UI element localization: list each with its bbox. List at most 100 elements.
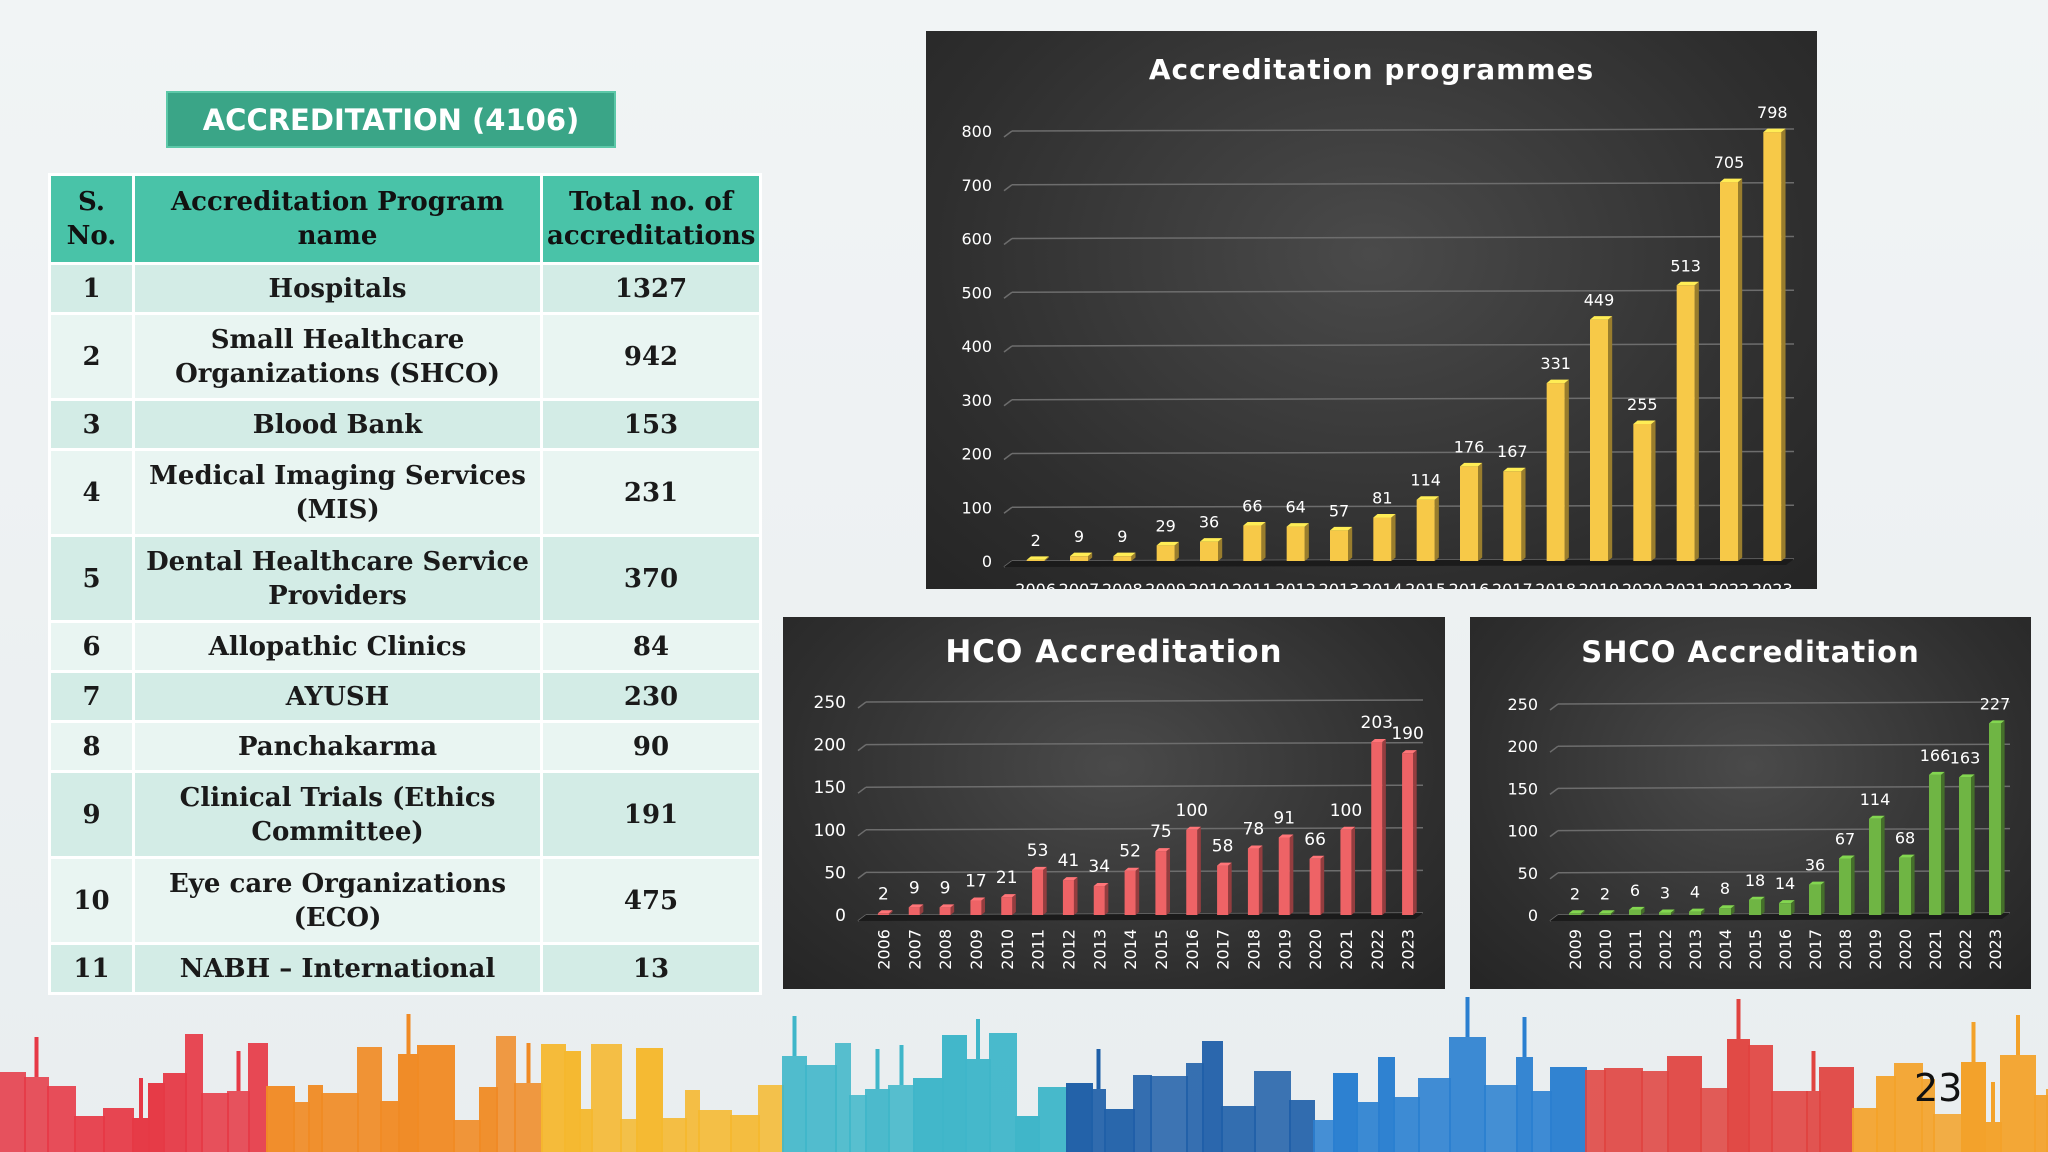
data-label: 41 — [1058, 851, 1080, 871]
gridline-tick — [1003, 506, 1013, 514]
skyline-building — [1133, 1075, 1152, 1152]
cell-total: 90 — [540, 720, 762, 773]
skyline-building — [1091, 1089, 1106, 1152]
bar-side — [1413, 750, 1417, 915]
bar-side — [1320, 855, 1325, 915]
y-tick-label: 50 — [1518, 864, 1538, 883]
data-label: 114 — [1860, 790, 1891, 809]
gridline — [1557, 701, 2011, 705]
x-tick-label: 2020 — [1622, 580, 1663, 589]
table-row: 7 AYUSH 230 — [48, 670, 762, 723]
table-row: 3 Blood Bank 153 — [48, 398, 762, 451]
header-sno: S. No. — [48, 173, 135, 265]
data-label: 67 — [1835, 829, 1855, 848]
gridline — [865, 827, 1424, 831]
skyline-spire — [236, 1051, 241, 1091]
skyline-building — [1933, 1114, 1963, 1152]
data-label: 203 — [1361, 713, 1393, 733]
x-tick-label: 2007 — [1059, 580, 1100, 589]
data-label: 9 — [1117, 527, 1127, 546]
gridline — [1011, 343, 1795, 347]
gridline — [1011, 450, 1795, 455]
bar-front — [1330, 530, 1348, 561]
x-tick-label: 2019 — [1866, 929, 1885, 970]
bar-2010 — [1599, 910, 1615, 915]
skyline-building — [1313, 1120, 1335, 1152]
x-tick-label: 2013 — [1319, 580, 1360, 589]
bar-top — [1839, 855, 1855, 859]
skyline-spire — [1811, 1051, 1816, 1091]
bar-front — [1186, 829, 1198, 915]
gridline — [1011, 289, 1795, 293]
data-label: 34 — [1088, 857, 1110, 877]
data-label: 9 — [940, 878, 951, 898]
section-banner: ACCREDITATION (4106) — [166, 91, 616, 148]
data-label: 18 — [1745, 871, 1765, 890]
data-label: 176 — [1454, 437, 1485, 456]
y-tick-label: 700 — [961, 176, 992, 195]
x-tick-label: 2021 — [1926, 929, 1945, 970]
bar-top — [1599, 910, 1615, 914]
skyline-building — [1819, 1067, 1854, 1152]
skyline-building — [496, 1036, 516, 1152]
bar-side — [1781, 128, 1786, 561]
bar-top — [1929, 771, 1945, 775]
gridline-tick — [1003, 130, 1013, 138]
skyline-building — [1289, 1100, 1315, 1152]
bar-front — [1093, 886, 1105, 915]
bar-front — [1155, 851, 1167, 915]
table-row: 5 Dental Healthcare Service Providers 370 — [48, 534, 762, 623]
skyline-building — [380, 1101, 400, 1152]
table-row: 6 Allopathic Clinics 84 — [48, 620, 762, 673]
bar-2011 — [1629, 906, 1645, 915]
bar-front — [1959, 777, 1971, 915]
x-tick-label: 2013 — [1686, 929, 1705, 970]
bar-front — [1989, 723, 2001, 915]
skyline-building — [1378, 1057, 1395, 1152]
bar-2021 — [1340, 826, 1356, 915]
bar-top — [1070, 552, 1093, 557]
gridline — [1011, 128, 1795, 132]
bar-side — [1348, 526, 1353, 561]
skyline-building — [163, 1073, 187, 1152]
skyline-building — [1748, 1045, 1773, 1152]
skyline-building — [1516, 1057, 1533, 1152]
bar-front — [908, 907, 920, 915]
cell-total: 230 — [540, 670, 762, 723]
bar-front — [1156, 545, 1175, 561]
bar-2009 — [1569, 910, 1585, 915]
bar-side — [1731, 905, 1735, 915]
bar-2015 — [1155, 848, 1171, 915]
bar-top — [1416, 496, 1439, 500]
skyline-building — [266, 1086, 295, 1152]
data-label: 449 — [1584, 291, 1615, 310]
x-tick-label: 2023 — [1752, 580, 1793, 589]
bar-2007 — [1070, 552, 1093, 561]
bar-front — [1070, 556, 1088, 561]
gridline-tick — [1549, 787, 1559, 795]
cell-sno: 7 — [48, 670, 135, 723]
bar-front — [939, 907, 951, 915]
data-label: 100 — [1176, 801, 1208, 821]
data-label: 52 — [1119, 842, 1141, 862]
data-label: 14 — [1775, 874, 1795, 893]
bar-2019 — [1278, 834, 1294, 915]
bar-side — [1043, 866, 1047, 915]
data-label: 705 — [1714, 153, 1745, 172]
skyline-building — [47, 1086, 76, 1152]
data-label: 64 — [1285, 498, 1305, 517]
x-tick-label: 2019 — [1275, 929, 1294, 970]
gridline-tick — [857, 743, 867, 752]
bar-2022 — [1720, 178, 1743, 561]
gridline — [865, 869, 1424, 874]
x-tick-label: 2018 — [1535, 580, 1576, 589]
bar-side — [1197, 826, 1201, 915]
bar-2022 — [1371, 739, 1386, 915]
table-header-row: S. No. Accreditation Program name Total … — [48, 173, 762, 265]
skyline-building — [1186, 1063, 1204, 1152]
x-tick-label: 2013 — [1090, 929, 1109, 970]
bar-front — [1373, 517, 1392, 561]
bar-front — [1402, 753, 1414, 915]
skyline-building — [453, 1120, 481, 1152]
x-tick-label: 2023 — [1399, 929, 1418, 970]
